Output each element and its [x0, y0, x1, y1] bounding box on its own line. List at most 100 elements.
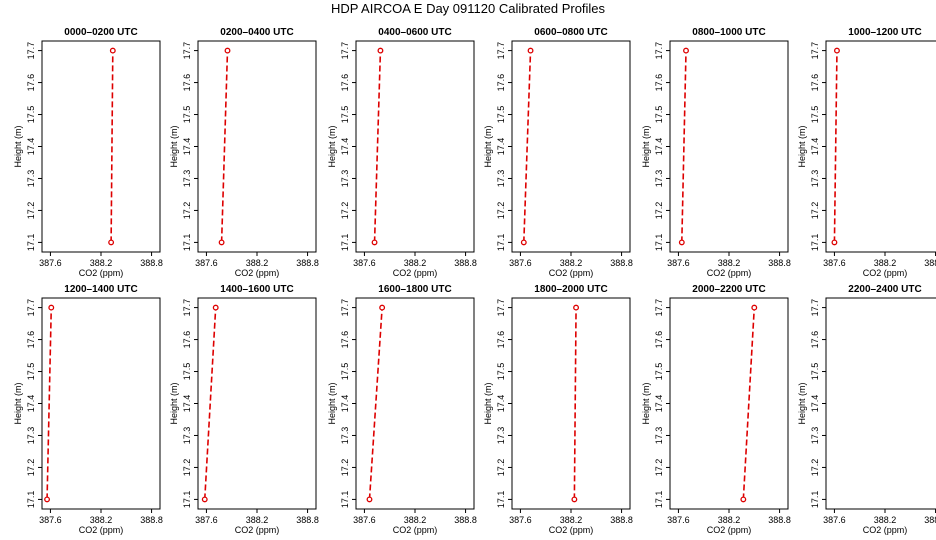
panel-title: 1800–2000 UTC: [534, 284, 607, 295]
chart-panel: 1400–1600 UTC 387.6 388.2 388.8 CO2 (ppm) 17.…: [169, 284, 319, 535]
y-tick-label: 17.5: [340, 363, 350, 381]
y-axis-label: Height (m): [169, 382, 179, 424]
y-tick-label: 17.7: [496, 299, 506, 317]
panel-title: 2000–2200 UTC: [692, 284, 765, 295]
y-tick-label: 17.6: [496, 74, 506, 92]
y-tick-label: 17.3: [340, 170, 350, 188]
panel-title: 1600–1800 UTC: [378, 284, 451, 295]
y-axis-label: Height (m): [13, 382, 23, 424]
data-point: [48, 304, 55, 311]
y-tick-label: 17.5: [810, 106, 820, 124]
y-tick-label: 17.1: [26, 234, 36, 252]
data-point: [377, 47, 384, 54]
panel-title: 1000–1200 UTC: [848, 27, 921, 38]
x-tick-label: 387.6: [353, 258, 376, 268]
y-tick-label: 17.7: [810, 299, 820, 317]
data-point: [527, 47, 534, 54]
plot-frame: [41, 40, 161, 253]
data-point: [571, 496, 578, 503]
chart-panel: 0000–0200 UTC 387.6 388.2 388.8 CO2 (ppm) 17.…: [13, 27, 163, 278]
y-tick-label: 17.5: [654, 363, 664, 381]
y-tick-label: 17.6: [182, 74, 192, 92]
y-tick-label: 17.2: [26, 202, 36, 220]
x-axis-label: CO2 (ppm): [393, 268, 438, 278]
profile-line: [373, 50, 382, 243]
x-axis-label: CO2 (ppm): [863, 525, 908, 535]
x-tick-label: 388.2: [404, 515, 427, 525]
x-tick-label: 388.8: [768, 258, 791, 268]
x-tick-label: 387.6: [667, 515, 690, 525]
chart-panel: 1600–1800 UTC 387.6 388.2 388.8 CO2 (ppm) 17.…: [327, 284, 477, 535]
y-tick-label: 17.4: [810, 138, 820, 156]
x-tick-label: 387.6: [353, 515, 376, 525]
y-axis-label: Height (m): [483, 382, 493, 424]
panel-title: 1200–1400 UTC: [64, 284, 137, 295]
y-axis-label: Height (m): [641, 382, 651, 424]
x-tick-label: 388.2: [560, 258, 583, 268]
x-tick-label: 388.2: [874, 258, 897, 268]
plot-frame: [355, 297, 475, 510]
data-point: [109, 47, 116, 54]
chart-panel: 1800–2000 UTC 387.6 388.2 388.8 CO2 (ppm) 17.…: [483, 284, 633, 535]
x-axis-label: CO2 (ppm): [707, 525, 752, 535]
y-tick-label: 17.1: [340, 491, 350, 509]
data-point: [371, 239, 378, 246]
y-axis-label: Height (m): [797, 382, 807, 424]
y-tick-label: 17.4: [340, 138, 350, 156]
y-tick-label: 17.6: [496, 331, 506, 349]
plot-frame: [197, 297, 317, 510]
data-point: [212, 304, 219, 311]
x-tick-label: 387.6: [195, 258, 218, 268]
y-tick-label: 17.4: [810, 395, 820, 413]
y-tick-label: 17.7: [340, 299, 350, 317]
profile-line: [220, 50, 229, 243]
data-point: [379, 304, 386, 311]
y-tick-label: 17.7: [182, 42, 192, 60]
chart-panel: 2200–2400 UTC 387.6 388.2 388.8 CO2 (ppm) 17.…: [797, 284, 936, 535]
chart-panel: 1000–1200 UTC 387.6 388.2 388.8 CO2 (ppm) 17.…: [797, 27, 936, 278]
y-tick-label: 17.3: [496, 170, 506, 188]
y-tick-label: 17.5: [26, 106, 36, 124]
y-tick-label: 17.6: [654, 331, 664, 349]
y-tick-label: 17.3: [654, 170, 664, 188]
y-axis-label: Height (m): [483, 125, 493, 167]
x-axis-label: CO2 (ppm): [549, 268, 594, 278]
x-axis-label: CO2 (ppm): [79, 525, 124, 535]
x-tick-label: 388.2: [246, 258, 269, 268]
x-tick-label: 388.8: [924, 515, 936, 525]
y-tick-label: 17.3: [340, 427, 350, 445]
y-axis-label: Height (m): [169, 125, 179, 167]
x-axis-label: CO2 (ppm): [393, 525, 438, 535]
data-point: [108, 239, 115, 246]
data-point: [678, 239, 685, 246]
profile-line: [203, 307, 217, 500]
y-tick-label: 17.2: [654, 202, 664, 220]
plot-frame: [41, 297, 161, 510]
chart-panel: 0200–0400 UTC 387.6 388.2 388.8 CO2 (ppm) 17.…: [169, 27, 319, 278]
data-point: [520, 239, 527, 246]
plot-frame: [511, 297, 631, 510]
y-tick-label: 17.3: [810, 427, 820, 445]
figure-title: HDP AIRCOA E Day 091120 Calibrated Profi…: [330, 1, 606, 16]
plot-frame: [355, 40, 475, 253]
y-tick-label: 17.2: [654, 459, 664, 477]
y-tick-label: 17.1: [654, 491, 664, 509]
x-tick-label: 388.2: [874, 515, 897, 525]
y-tick-label: 17.4: [182, 138, 192, 156]
y-tick-label: 17.4: [340, 395, 350, 413]
y-tick-label: 17.1: [182, 491, 192, 509]
y-tick-label: 17.1: [810, 491, 820, 509]
x-tick-label: 388.8: [610, 515, 633, 525]
y-tick-label: 17.6: [26, 74, 36, 92]
x-tick-label: 388.8: [454, 258, 477, 268]
y-tick-label: 17.7: [26, 42, 36, 60]
y-tick-label: 17.1: [496, 234, 506, 252]
chart-panel: 2000–2200 UTC 387.6 388.2 388.8 CO2 (ppm) 17.…: [641, 284, 791, 535]
profile-line: [523, 50, 532, 243]
data-point: [751, 304, 758, 311]
y-tick-label: 17.2: [810, 459, 820, 477]
x-axis-label: CO2 (ppm): [79, 268, 124, 278]
y-tick-label: 17.4: [26, 395, 36, 413]
y-tick-label: 17.4: [496, 138, 506, 156]
